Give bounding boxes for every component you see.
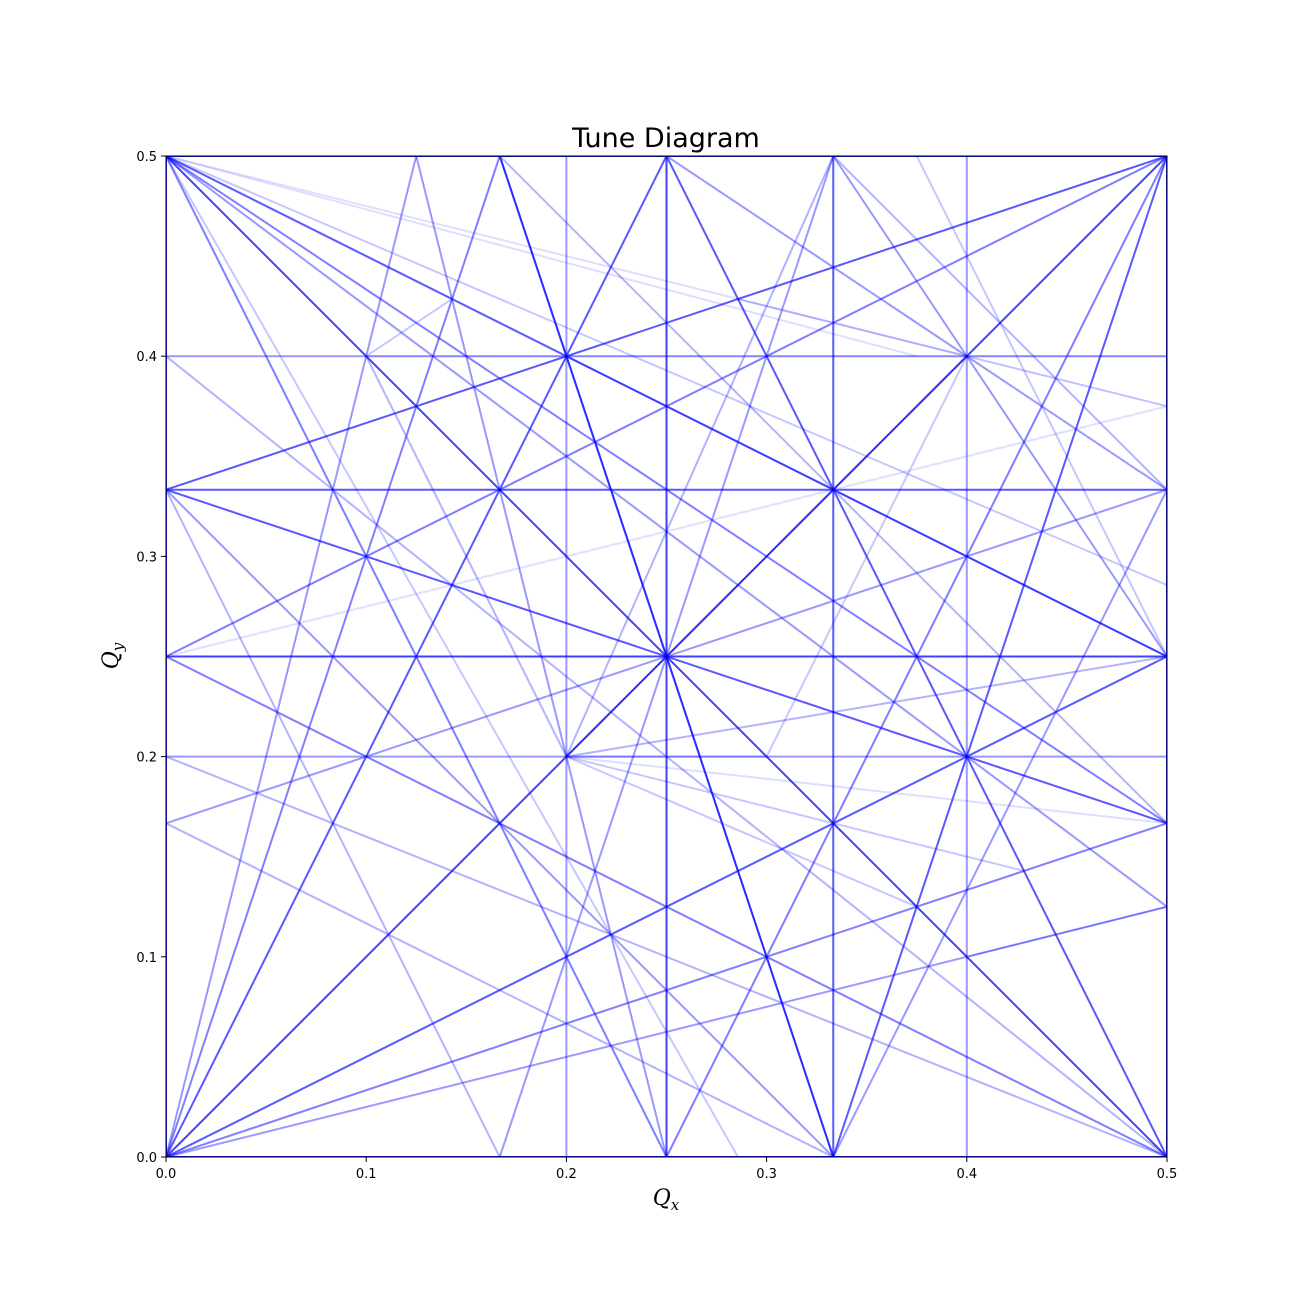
resonance-lines [166, 156, 1167, 1157]
y-tick-label-5: 0.5 [136, 150, 157, 165]
y-tick-label-2: 0.2 [136, 751, 157, 766]
resonance-line-order-4-5 [166, 156, 668, 1157]
x-tick-label-4: 0.4 [956, 1167, 977, 1182]
resonance-line-order-6-10 [565, 355, 968, 758]
y-axis-label: Qy [99, 642, 127, 669]
resonance-line-order-5-10 [665, 156, 1167, 491]
x-tick-label-2: 0.2 [556, 1167, 577, 1182]
x-tick-label-0: 0.0 [156, 1167, 177, 1182]
resonance-line-order-4-7 [166, 655, 1167, 1157]
resonance-line-order-5-12 [498, 156, 835, 1157]
resonance-line-order-6-9 [166, 355, 1167, 1157]
resonance-line-order-4-4 [665, 156, 1167, 1157]
resonance-line-order-5-8 [166, 489, 834, 1157]
resonance-line-order-7-2 [365, 298, 453, 358]
resonance-line-order-6-5 [566, 655, 1167, 758]
resonance-line-order-4-1 [166, 822, 1167, 1157]
resonance-line-order-4-6 [166, 156, 1167, 658]
resonance-line-order-7-8 [566, 755, 918, 908]
resonance-line-order-7-0 [166, 156, 739, 1157]
resonance-line-order-7-9 [966, 905, 1167, 958]
y-tick-label-0: 0.0 [136, 1151, 157, 1166]
x-axis-label-base: Q [653, 1186, 671, 1211]
resonance-line-order-5-11 [832, 489, 1167, 1157]
chart-title: Tune Diagram [571, 123, 760, 154]
resonance-line-order-5-6 [415, 156, 668, 1157]
resonance-line-order-8-5 [566, 755, 1167, 825]
resonance-line-order-3-6 [832, 156, 1167, 1157]
resonance-line-order-7-7 [737, 297, 968, 358]
x-axis-ticks: 0.0 0.1 0.2 0.3 0.4 0.5 [156, 1157, 1178, 1182]
x-axis-label: Qx [653, 1186, 680, 1214]
y-tick-label-3: 0.3 [136, 550, 157, 565]
x-tick-label-1: 0.1 [356, 1167, 377, 1182]
y-tick-label-4: 0.4 [136, 350, 157, 365]
x-axis-label-sub: x [671, 1196, 680, 1214]
resonance-line-order-5-4 [166, 156, 418, 1157]
resonance-line-order-8-2 [966, 355, 1167, 408]
resonance-line-order-7-5 [765, 355, 968, 758]
resonance-line-order-6-7 [565, 156, 835, 758]
plot-area [165, 155, 1168, 1158]
resonance-line-order-6-1 [166, 822, 834, 1157]
x-tick-label-3: 0.3 [756, 1167, 777, 1182]
resonance-line-order-6-3 [499, 156, 1167, 824]
x-tick-label-5: 0.5 [1157, 1167, 1178, 1182]
resonance-line-order-8-0 [166, 156, 1167, 408]
y-axis-label-sub: y [109, 642, 127, 652]
resonance-line-order-3-8 [166, 156, 1167, 491]
resonance-line-order-8-4 [166, 156, 918, 358]
resonance-line-order-7-3 [566, 755, 1025, 872]
y-axis-ticks: 0.0 0.1 0.2 0.3 0.4 0.5 [136, 150, 166, 1166]
resonance-line-order-6-2 [832, 156, 1167, 491]
resonance-line-order-6-0 [166, 489, 501, 1157]
resonance-line-order-5-13 [166, 488, 1167, 825]
resonance-line-order-5-5 [166, 905, 1167, 1157]
resonance-line-order-5-7 [166, 156, 1167, 908]
resonance-line-order-6-8 [166, 755, 1167, 1157]
plot-frame [165, 155, 1168, 1158]
resonance-line-order-4-2 [498, 156, 835, 1157]
resonance-line-order-4-3 [166, 156, 1167, 825]
resonance-line-order-6-6 [365, 355, 568, 758]
resonance-line-order-7-4 [915, 156, 1167, 657]
y-tick-label-1: 0.1 [136, 951, 157, 966]
resonance-line-order-4-0 [166, 156, 501, 1157]
resonance-line-order-8-1 [166, 405, 1167, 658]
resonance-line-order-6-4 [565, 355, 1167, 658]
resonance-line-order-5-9 [832, 156, 1167, 658]
resonance-line-order-7-1 [166, 156, 1167, 586]
y-axis-label-base: Q [99, 651, 124, 669]
